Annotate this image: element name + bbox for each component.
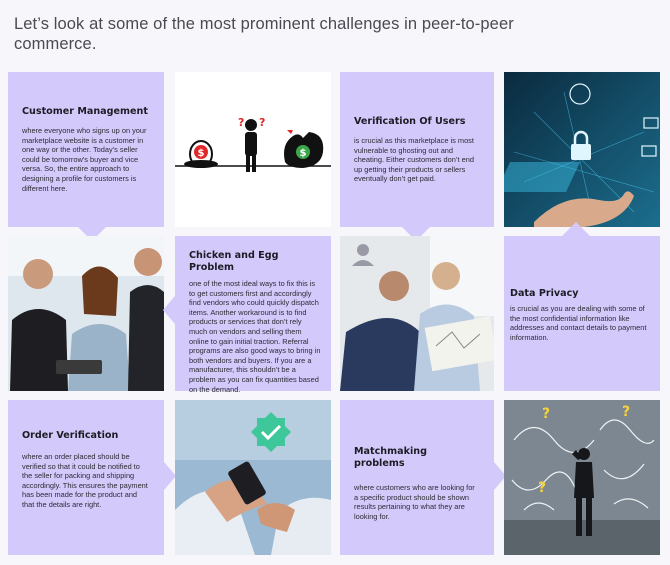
svg-text:?: ?: [538, 480, 546, 496]
confused-businessman-photo: ? ? ?: [504, 400, 660, 555]
cloud-icon: [569, 83, 591, 105]
card-verification-of-users: Verification Of Users is crucial as this…: [340, 72, 494, 241]
card-body: where an order placed should be verified…: [22, 452, 148, 509]
card-customer-management: Customer Management where everyone who s…: [8, 72, 164, 241]
card-title: Matchmaking problems: [354, 446, 427, 469]
person-thinking-icon: ? ?: [238, 116, 265, 172]
svg-text:?: ?: [542, 406, 550, 422]
card-body: is crucial as you are dealing with some …: [510, 304, 647, 342]
card-data-privacy: Data Privacy is crucial as you are deali…: [504, 222, 660, 391]
card-order-verification: Order Verification where an order placed…: [8, 400, 176, 555]
chicken-icon: $: [284, 130, 324, 168]
card-title: Customer Management: [22, 106, 148, 117]
monitor-icon: [643, 117, 659, 129]
card-pointer: [163, 296, 175, 324]
card-title: Data Privacy: [510, 288, 579, 299]
mail-icon: [641, 145, 657, 157]
chicken-egg-illustration: $ ? ? $: [175, 72, 331, 227]
businessman-icon: [572, 448, 594, 536]
card-body: is crucial as this marketplace is most v…: [354, 136, 474, 184]
card-body: where customers who are looking for a sp…: [354, 483, 475, 521]
data-security-photo: [504, 72, 660, 227]
team-business-photo: [8, 236, 164, 391]
svg-text:$: $: [198, 148, 205, 159]
card-pointer: [164, 462, 176, 490]
svg-text:?: ?: [622, 404, 630, 420]
page-heading: Let’s look at some of the most prominent…: [14, 15, 514, 53]
svg-text:?: ?: [259, 116, 265, 129]
lock-icon: [571, 130, 591, 160]
card-pointer: [562, 222, 590, 236]
card-matchmaking: Matchmaking problems where customers who…: [340, 400, 506, 555]
egg-icon: $: [184, 140, 218, 168]
card-title: Verification Of Users: [354, 116, 466, 127]
card-title: Chicken and Egg Problem: [189, 250, 279, 273]
business-meeting-photo: [340, 236, 494, 391]
card-body: one of the most ideal ways to fix this i…: [189, 279, 321, 394]
card-pointer: [494, 462, 506, 490]
check-badge-icon: [251, 412, 291, 452]
card-body: where everyone who signs up on your mark…: [22, 126, 147, 193]
card-chicken-and-egg: Chicken and Egg Problem one of the most …: [163, 236, 331, 394]
svg-text:$: $: [300, 148, 307, 159]
svg-text:?: ?: [238, 116, 244, 129]
user-icon: [352, 244, 374, 266]
card-title: Order Verification: [22, 430, 119, 441]
phone-payment-photo: [175, 400, 331, 555]
